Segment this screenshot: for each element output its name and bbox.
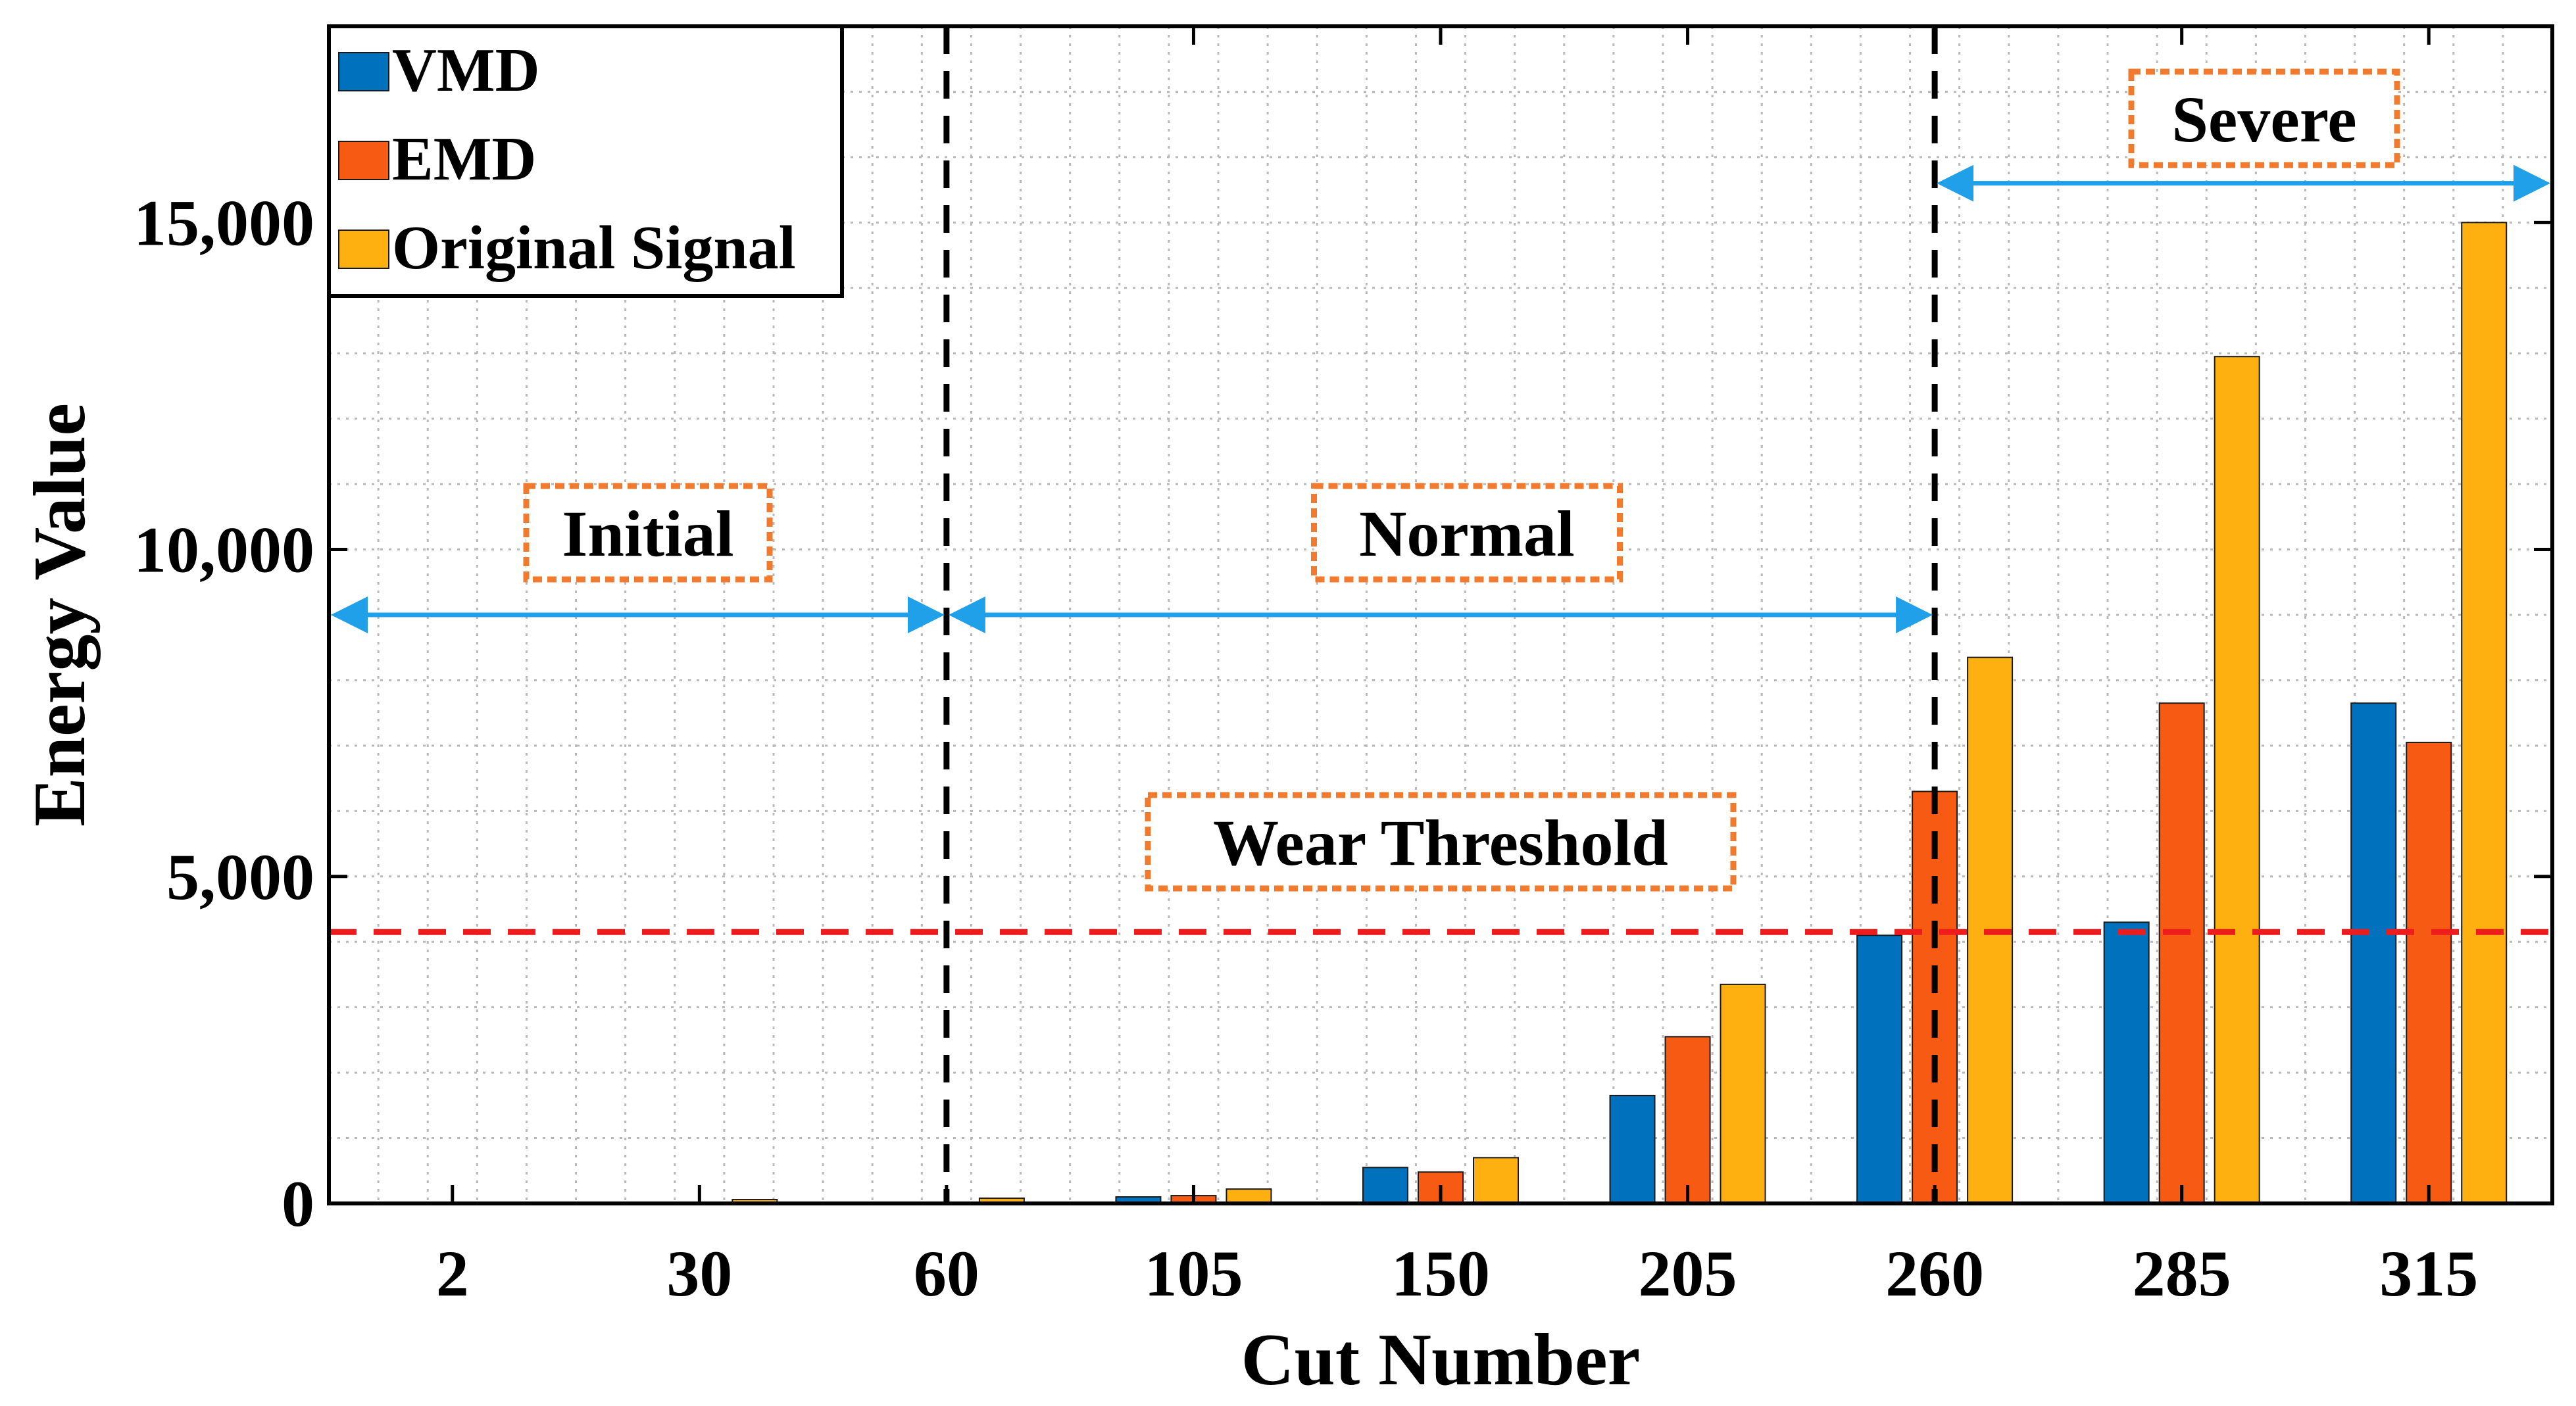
legend-label-emd: EMD (392, 125, 536, 193)
bar-vmd-260 (1856, 934, 1903, 1205)
legend-swatch-vmd (338, 52, 389, 91)
bar-original-signal-150 (1473, 1157, 1519, 1205)
stage-label-normal: Normal (1359, 497, 1575, 570)
bar-original-signal-285 (2214, 356, 2260, 1204)
stage-label-severe-box (2128, 68, 2400, 168)
bar-emd-285 (2158, 702, 2205, 1204)
legend-label-vmd: VMD (392, 36, 540, 105)
x-tick-label: 315 (2379, 1237, 2478, 1310)
stage-label-initial: Initial (562, 497, 733, 570)
bar-vmd-315 (2350, 702, 2397, 1204)
x-tick-label: 205 (1639, 1237, 1737, 1310)
y-tick-label: 0 (282, 1167, 314, 1240)
bar-vmd-150 (1362, 1167, 1408, 1204)
wear-threshold-label-box (1145, 792, 1737, 892)
stage-label-initial-box (523, 483, 773, 583)
bar-vmd-205 (1609, 1094, 1656, 1204)
x-tick-label: 260 (1885, 1237, 1984, 1310)
stage-label-severe: Severe (2171, 83, 2356, 156)
legend-label-original-signal: Original Signal (392, 214, 796, 282)
stage-separators (943, 26, 1938, 1203)
x-tick-label: 30 (666, 1237, 732, 1310)
bar-emd-315 (2406, 741, 2452, 1204)
y-axis: 0 5,000 10,000 15,000 (134, 186, 2552, 1240)
x-tick-label: 285 (2133, 1237, 2231, 1310)
x-tick-label: 105 (1144, 1237, 1243, 1310)
bar-emd-205 (1664, 1036, 1711, 1204)
threshold-group: Wear Threshold (329, 792, 2552, 935)
x-axis-label: Cut Number (1241, 1319, 1641, 1401)
x-axis: 2 30 60 105 150 205 260 285 315 (436, 26, 2478, 1310)
legend: VMD EMD Original Signal (327, 24, 844, 298)
x-tick-label: 2 (436, 1237, 469, 1310)
wear-threshold-label: Wear Threshold (1213, 806, 1668, 879)
bar-emd-260 (1912, 790, 1958, 1204)
bars (731, 222, 2508, 1205)
x-tick-label: 150 (1391, 1237, 1490, 1310)
y-axis-label: Energy Value (19, 403, 101, 827)
bar-vmd-285 (2103, 921, 2150, 1205)
bar-original-signal-205 (1720, 983, 1766, 1204)
y-tick-label: 10,000 (134, 514, 314, 587)
legend-box (327, 24, 844, 298)
stages: Initial Normal Severe (331, 68, 2550, 633)
legend-swatch-emd (338, 141, 389, 180)
y-tick-label: 5,000 (166, 840, 314, 913)
stage-label-normal-box (1311, 483, 1623, 583)
y-tick-label: 15,000 (134, 186, 314, 259)
bar-original-signal-315 (2461, 222, 2508, 1204)
bar-original-signal-105 (1226, 1188, 1272, 1204)
x-tick-label: 60 (914, 1237, 979, 1310)
legend-swatch-original-signal (338, 230, 389, 269)
